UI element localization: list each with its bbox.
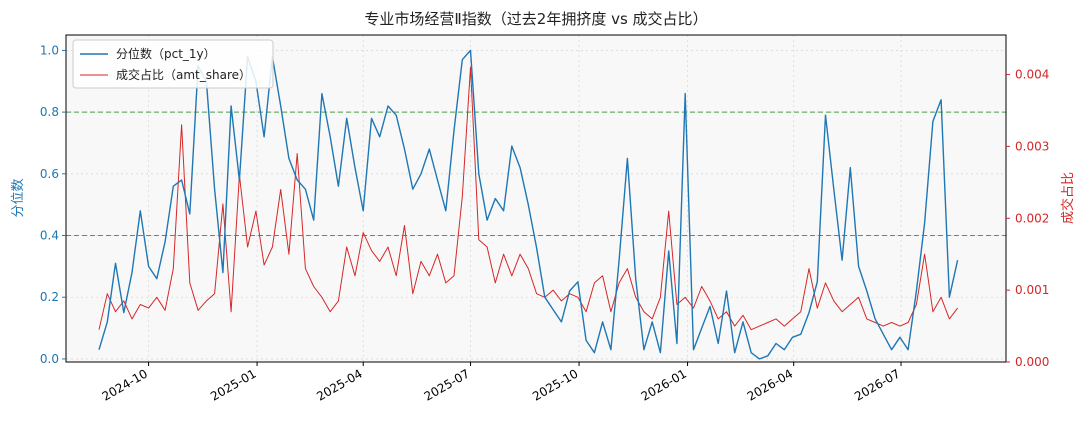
left-tick-label: 0.0: [40, 352, 59, 366]
series-layer: [98, 49, 959, 360]
chart-title: 专业市场经营Ⅱ指数（过去2年拥挤度 vs 成交占比）: [364, 10, 707, 28]
left-tick-label: 0.4: [40, 229, 59, 243]
left-tick-label: 0.8: [40, 105, 59, 119]
series-line-amt_share: [98, 66, 958, 331]
legend: 分位数（pct_1y） 成交占比（amt_share）: [72, 39, 274, 89]
legend-label-pct_1y: 分位数（pct_1y）: [116, 46, 216, 61]
legend-label-amt_share: 成交占比（amt_share）: [116, 67, 251, 82]
plot-frame: [65, 34, 1007, 363]
left-tick-label: 0.2: [40, 290, 59, 304]
right-tick-label: 0.000: [1015, 355, 1049, 369]
left-axis: 0.0 0.2 0.4 0.6 0.8 1.0: [40, 43, 66, 366]
right-tick-label: 0.003: [1015, 139, 1049, 153]
right-axis-label: 成交占比: [1060, 172, 1076, 224]
legend-box: [72, 39, 274, 89]
left-tick-label: 1.0: [40, 43, 59, 57]
right-tick-label: 0.002: [1015, 211, 1049, 225]
plot-area: [66, 35, 1006, 362]
reference-lines: [66, 111, 1006, 237]
left-tick-label: 0.6: [40, 167, 59, 181]
right-tick-label: 0.001: [1015, 283, 1049, 297]
series-line-pct_1y: [98, 49, 959, 360]
right-axis: 0.000 0.001 0.002 0.003 0.004: [1006, 68, 1049, 369]
left-axis-label: 分位数: [11, 178, 26, 217]
right-tick-label: 0.004: [1015, 68, 1049, 82]
